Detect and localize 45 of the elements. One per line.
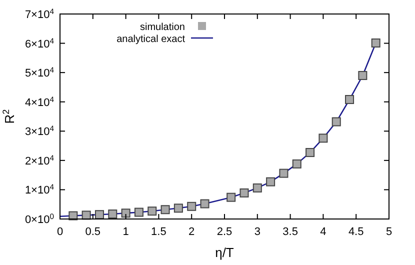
- x-tick-label: 4: [320, 226, 326, 238]
- x-tick-label: 0: [56, 226, 64, 238]
- y-tick-label: 5×10$^{4}$: [24, 65, 55, 80]
- point: [252, 183, 262, 192]
- point: [121, 208, 130, 218]
- point: [358, 71, 368, 80]
- point: [306, 148, 315, 158]
- x-tick-label: 5: [386, 226, 392, 238]
- point: [68, 211, 78, 220]
- y-tick-label: 3×10$^{4}$: [24, 124, 55, 138]
- point: [148, 206, 157, 216]
- x-tick-label: 2: [188, 226, 195, 238]
- legend-label: simulation: [140, 22, 185, 33]
- x-tick-label: 3: [254, 226, 260, 238]
- legend-label: analytical exact: [116, 34, 186, 45]
- x-tick-label: 2.5: [216, 226, 232, 238]
- x-tick-label: 1: [122, 226, 129, 238]
- x-tick-label: 3.5: [282, 226, 298, 238]
- y-tick-label: 6×10$^{4}$: [24, 36, 55, 50]
- y-tick-label: 7×10$^{4}$: [24, 6, 55, 21]
- y-tick-label: 1×10$^{4}$: [24, 182, 55, 197]
- point: [292, 159, 302, 168]
- point: [108, 210, 118, 219]
- point: [279, 168, 288, 178]
- point: [160, 205, 170, 214]
- point: [226, 192, 236, 202]
- point: [187, 202, 196, 211]
- x-tick-label: 4.5: [348, 226, 364, 238]
- y-tick-label: 2×10$^{4}$: [24, 152, 55, 168]
- x-tick-label: 0.5: [85, 226, 101, 238]
- point: [371, 38, 380, 48]
- point: [345, 95, 354, 104]
- point: [200, 199, 210, 208]
- y-tick-label: 0×10$^{0}$: [24, 212, 54, 226]
- point: [266, 177, 276, 186]
- point: [82, 210, 91, 220]
- point: [318, 134, 328, 143]
- point: [134, 208, 144, 217]
- point: [332, 117, 341, 126]
- x-axis-title: η/T: [215, 245, 234, 260]
- point: [240, 188, 249, 198]
- point: [174, 204, 183, 213]
- y-tick-label: 4×10$^{4}$: [24, 94, 55, 109]
- x-tick-label: 1.5: [151, 226, 166, 238]
- point: [94, 210, 104, 220]
